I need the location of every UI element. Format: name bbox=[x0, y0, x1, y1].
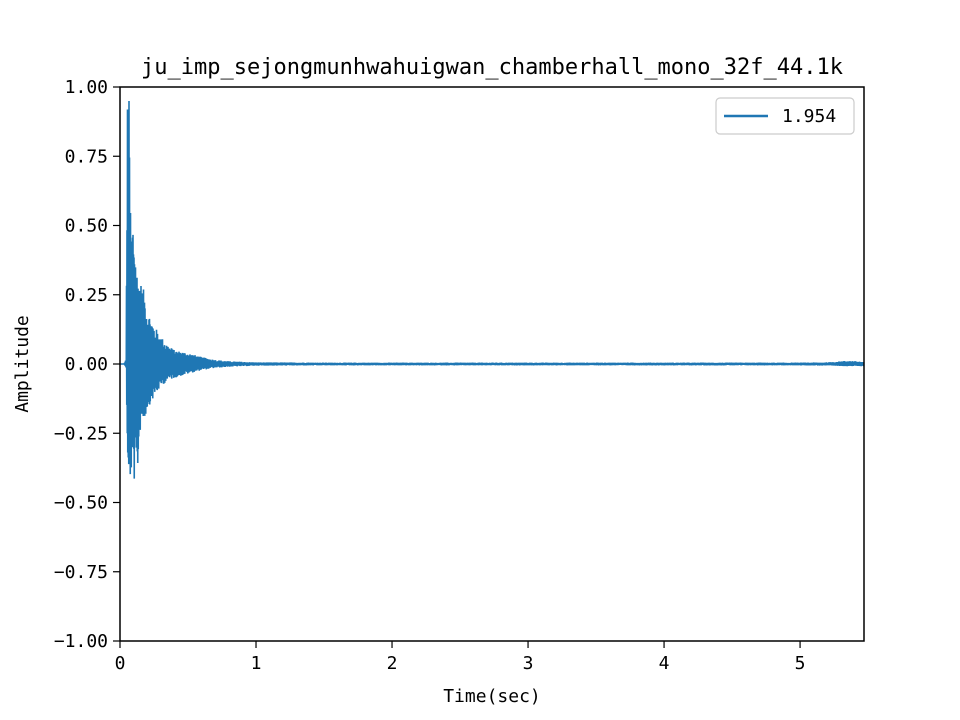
x-tick-label: 0 bbox=[115, 653, 126, 674]
legend-entry-label: 1.954 bbox=[782, 106, 836, 127]
legend-box bbox=[715, 97, 855, 135]
series-line-1-954 bbox=[120, 101, 864, 479]
y-tick-label: 0.75 bbox=[65, 146, 108, 167]
y-tick-label: 1.00 bbox=[65, 77, 108, 98]
y-tick-label: −0.25 bbox=[54, 423, 108, 444]
x-tick-label: 5 bbox=[795, 653, 806, 674]
x-axis-label: Time(sec) bbox=[443, 686, 541, 707]
y-tick-label: 0.00 bbox=[65, 354, 108, 375]
x-tick-label: 1 bbox=[251, 653, 262, 674]
x-tick-label: 4 bbox=[659, 653, 670, 674]
axis-ticks: 0 1 2 3 4 5 1.00 0.75 0.50 0.25 0.00 −0.25 −0.50 −0.7… bbox=[54, 77, 806, 674]
y-tick-label: −0.50 bbox=[54, 493, 108, 514]
y-tick-label: 0.50 bbox=[65, 216, 108, 237]
x-tick-label: 2 bbox=[387, 653, 398, 674]
y-axis-label: Amplitude bbox=[12, 315, 33, 413]
y-tick-label: 0.25 bbox=[65, 285, 108, 306]
chart-title: ju_imp_sejongmunhwahuigwan_chamberhall_m… bbox=[141, 55, 843, 80]
plot-area bbox=[120, 101, 864, 479]
y-tick-label: −1.00 bbox=[54, 631, 108, 652]
y-tick-label: −0.75 bbox=[54, 562, 108, 583]
legend: 1.954 bbox=[715, 97, 855, 135]
x-tick-label: 3 bbox=[523, 653, 534, 674]
